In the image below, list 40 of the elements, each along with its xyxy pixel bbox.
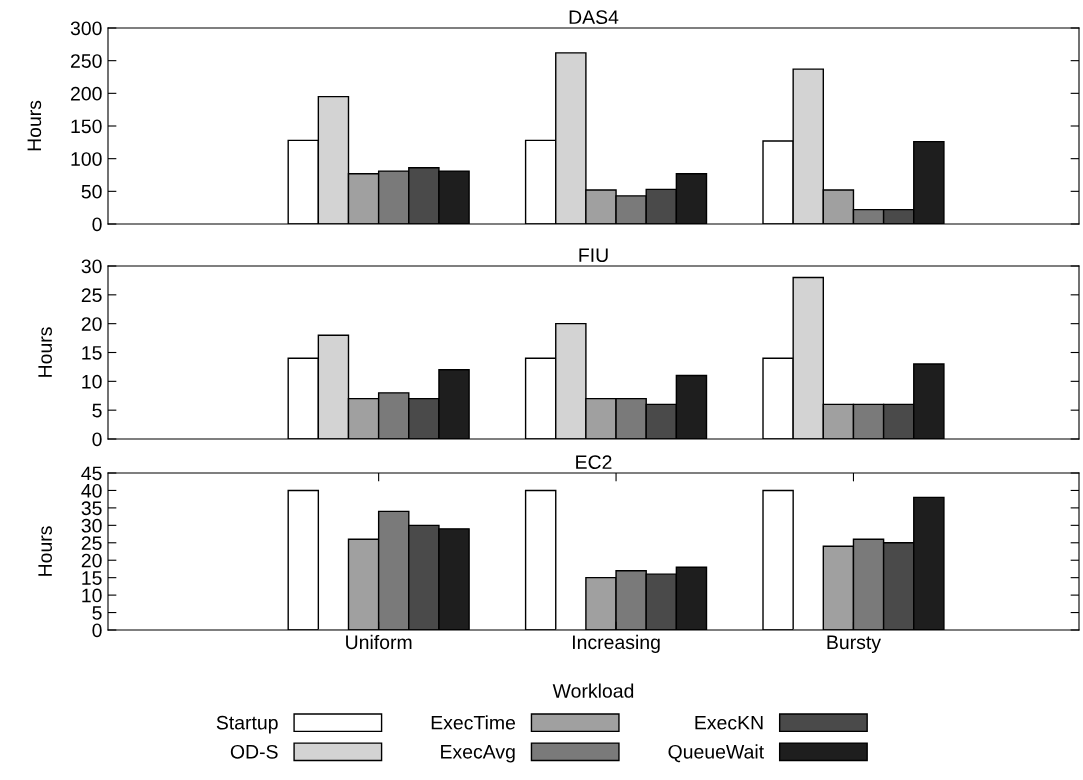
y-tick-label: 15 [82,346,102,360]
y-tick-label: 10 [82,588,102,603]
x-tick-label: Increasing [573,634,660,653]
legend-label: OD-S [230,744,278,759]
y-tick-label: 200 [70,86,102,101]
y-axis-title: Hours [38,327,52,377]
x-tick-label: Bursty [827,635,881,653]
legend-label: ExecAvg [441,745,515,763]
chart-title: EC2 [576,455,612,470]
x-tick-label: Uniform [346,634,412,650]
y-tick-label: 10 [82,374,102,389]
y-tick-label: 40 [81,483,102,498]
y-tick-label: 45 [81,466,102,481]
y-tick-label: 30 [81,518,102,533]
y-tick-label: 20 [81,553,102,568]
y-tick-label: 30 [81,259,102,274]
legend-label: ExecTime [431,715,516,730]
chart-title: DAS4 [569,10,619,25]
y-tick-label: 5 [92,606,102,620]
y-tick-label: 5 [92,403,102,418]
y-axis-title: Hours [27,100,42,151]
y-tick-label: 25 [81,288,102,303]
legend-label: ExecKN [695,715,763,730]
legend-label: Startup [216,715,278,734]
y-tick-label: 50 [81,184,102,199]
y-tick-label: 0 [92,217,102,232]
y-tick-label: 150 [71,119,102,134]
y-tick-label: 250 [70,54,102,68]
y-tick-label: 15 [82,571,102,585]
x-axis-title: Workload [552,683,634,698]
y-tick-label: 100 [71,152,102,166]
y-axis-title: Hours [38,526,52,576]
legend-label: QueueWait [668,744,764,763]
y-tick-label: 20 [81,317,102,331]
y-tick-label: 25 [81,536,102,551]
y-tick-label: 300 [70,21,102,36]
chart-title: FIU [579,248,608,263]
y-tick-label: 0 [92,432,102,447]
y-tick-label: 35 [81,501,102,516]
y-tick-label: 0 [92,623,102,638]
